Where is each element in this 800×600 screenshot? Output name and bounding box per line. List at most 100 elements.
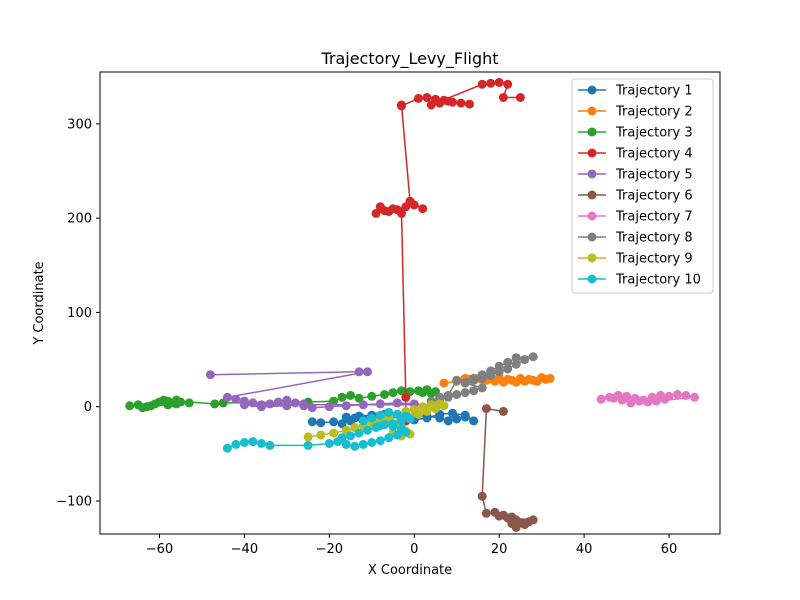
data-point [367, 413, 377, 423]
data-point [316, 418, 326, 428]
legend-entry: Trajectory 7 [578, 210, 693, 225]
legend-entry: Trajectory 9 [578, 252, 693, 267]
data-point [634, 396, 644, 406]
data-point [422, 406, 432, 416]
data-point [329, 428, 339, 438]
data-point [397, 101, 406, 111]
axes-frame [99, 71, 721, 535]
data-point [392, 398, 402, 408]
data-point [256, 402, 266, 412]
data-point [375, 436, 385, 446]
data-point [397, 386, 406, 396]
data-point [367, 438, 377, 447]
data-point [422, 413, 432, 423]
legend-marker [587, 85, 597, 95]
data-point [303, 432, 313, 442]
data-point [673, 390, 682, 399]
legend-marker [587, 274, 597, 284]
data-point [477, 383, 487, 393]
data-point [651, 396, 661, 406]
data-point [537, 373, 547, 382]
legend-marker [587, 211, 597, 221]
data-point [481, 508, 491, 518]
y-axis-label: Y Coordinate [32, 261, 47, 345]
data-point [690, 392, 699, 402]
data-point [494, 361, 504, 371]
data-point [239, 438, 249, 447]
data-point [375, 410, 385, 420]
data-point [358, 416, 368, 426]
series-trajectory-6 [477, 404, 538, 532]
legend-label: Trajectory 2 [615, 105, 693, 120]
data-point [545, 373, 555, 383]
x-tick-label: 0 [410, 542, 418, 557]
data-point [460, 378, 470, 388]
data-point [528, 375, 538, 385]
data-point [341, 439, 351, 449]
data-point [210, 399, 220, 409]
data-point [375, 421, 385, 431]
data-point [273, 397, 283, 407]
x-tick-label: 20 [491, 542, 508, 557]
data-point [363, 425, 372, 435]
x-tick-label: 60 [661, 542, 678, 557]
data-point [401, 411, 411, 421]
data-point [222, 392, 232, 402]
y-tick-label: 200 [67, 212, 92, 227]
legend-entry: Trajectory 1 [578, 84, 693, 99]
data-point [515, 93, 525, 102]
data-point [371, 208, 381, 218]
data-point [392, 409, 402, 419]
data-point [414, 409, 423, 419]
legend-marker [587, 190, 597, 200]
series-trajectory-10 [222, 407, 415, 453]
data-point [380, 390, 389, 399]
data-point [384, 433, 394, 443]
legend-label: Trajectory 4 [615, 147, 693, 162]
data-point [337, 433, 347, 443]
x-tick-label: −60 [146, 542, 173, 557]
data-point [609, 393, 619, 403]
legend-label: Trajectory 8 [615, 231, 693, 246]
data-point [282, 401, 292, 411]
data-point [363, 367, 372, 377]
data-point [477, 370, 487, 380]
data-point [171, 399, 181, 409]
data-point [456, 98, 466, 108]
y-tick-label: −100 [56, 495, 92, 510]
data-point [316, 430, 326, 440]
legend-entry: Trajectory 2 [578, 105, 693, 120]
legend-label: Trajectory 9 [615, 252, 693, 267]
legend-marker [587, 169, 597, 179]
legend-entry: Trajectory 3 [578, 126, 693, 141]
x-tick-label: 40 [576, 542, 593, 557]
data-point [494, 77, 504, 87]
legend-marker [587, 148, 597, 158]
y-axis-ticks: −100 0 100 200 300 [56, 117, 100, 510]
data-point [248, 437, 258, 447]
data-point [520, 376, 530, 386]
legend-marker [587, 253, 597, 263]
legend-entry: Trajectory 5 [578, 168, 693, 183]
legend-label: Trajectory 3 [615, 126, 693, 141]
data-point [303, 440, 313, 450]
data-point [528, 352, 538, 362]
legend-entry: Trajectory 8 [578, 231, 693, 246]
data-point [448, 408, 457, 418]
data-point [477, 491, 487, 501]
data-point [626, 398, 636, 408]
data-point [265, 399, 275, 409]
data-point [388, 419, 398, 429]
data-point [469, 416, 479, 426]
data-point [503, 374, 513, 384]
series-trajectory-3 [125, 385, 440, 413]
data-point [290, 398, 300, 408]
data-point [341, 412, 351, 422]
data-point [439, 401, 449, 411]
data-point [307, 417, 317, 427]
data-point [358, 400, 368, 410]
data-point [498, 93, 508, 102]
data-point [426, 389, 436, 398]
